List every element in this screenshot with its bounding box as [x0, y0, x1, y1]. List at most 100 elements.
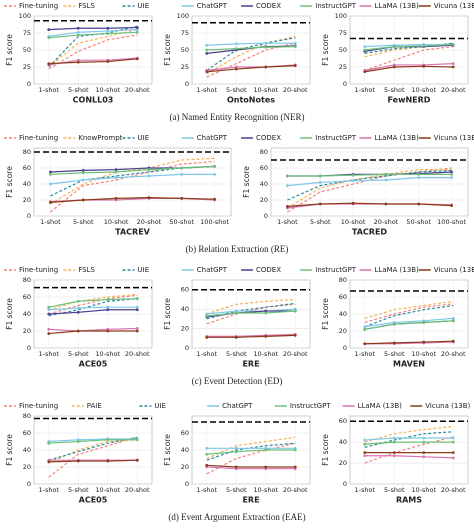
- y-tick-label: 60: [23, 293, 31, 301]
- series-line: [206, 464, 296, 468]
- point: [76, 33, 80, 37]
- point: [392, 436, 396, 440]
- point: [351, 201, 355, 205]
- y-axis-label: F1 score: [163, 34, 172, 66]
- point: [234, 446, 238, 450]
- point: [451, 339, 455, 343]
- point: [422, 455, 426, 459]
- point: [205, 43, 209, 47]
- series-line: [206, 35, 296, 75]
- y-tick-label: 20: [339, 459, 347, 467]
- point: [47, 305, 51, 309]
- legend-label: FSLS: [78, 2, 95, 10]
- legend-label: Fine-tuning: [19, 2, 58, 10]
- point: [451, 62, 455, 65]
- x-tick-label: 10-shot: [411, 350, 436, 358]
- y-tick-label: 20: [23, 196, 31, 204]
- point: [81, 178, 85, 182]
- point: [114, 168, 118, 172]
- y-tick-label: 0: [343, 80, 347, 88]
- x-tick-label: 1-shot: [354, 350, 375, 358]
- point: [49, 170, 52, 174]
- panel-title: ACE05: [79, 496, 108, 505]
- y-tick-label: 40: [23, 180, 31, 188]
- series-line: [287, 202, 452, 207]
- x-tick-label: 5-shot: [68, 486, 89, 494]
- caption: (d) Event Argument Extraction (EAE): [168, 512, 305, 522]
- point: [384, 178, 388, 182]
- point: [264, 41, 268, 45]
- point: [106, 29, 110, 33]
- panel-title: OntoNotes: [227, 96, 275, 105]
- point: [180, 173, 184, 176]
- legend-label: UIE: [138, 266, 150, 274]
- series-line: [48, 309, 138, 315]
- legend-label: Fine-tuning: [19, 266, 58, 274]
- x-tick-label: 1-shot: [196, 86, 217, 94]
- point: [49, 201, 52, 204]
- x-tick-label: 5-shot: [68, 86, 89, 94]
- series-line: [206, 308, 296, 315]
- series-line: [48, 459, 138, 463]
- point: [234, 309, 238, 313]
- point: [180, 166, 184, 170]
- series-line: [364, 63, 454, 71]
- series-line: [364, 304, 454, 328]
- point: [47, 327, 51, 331]
- point: [422, 321, 426, 324]
- y-tick-label: 20: [181, 463, 189, 471]
- point: [392, 451, 396, 455]
- y-tick-label: 0: [343, 344, 347, 352]
- series-line: [50, 157, 215, 205]
- point: [286, 174, 289, 178]
- point: [293, 333, 297, 337]
- x-tick-label: 50-shot: [406, 218, 431, 226]
- point: [351, 179, 355, 183]
- x-tick-label: 20-shot: [137, 218, 162, 226]
- point: [114, 197, 118, 200]
- point: [76, 26, 80, 30]
- point: [392, 341, 396, 345]
- legend-label: ChatGPT: [197, 2, 228, 10]
- y-axis-label: F1 score: [5, 298, 14, 330]
- series-line: [48, 31, 138, 39]
- legend-label: KnowPrompt: [78, 134, 122, 142]
- x-tick-label: 20-shot: [374, 218, 399, 226]
- x-tick-label: 100-shot: [200, 218, 229, 226]
- y-tick-label: 0: [185, 480, 189, 488]
- y-tick-label: 20: [339, 327, 347, 335]
- y-axis-label: F1 score: [321, 34, 330, 66]
- series-line: [48, 438, 138, 443]
- point: [106, 32, 110, 36]
- series-line: [364, 317, 454, 328]
- x-tick-label: 10-shot: [95, 86, 120, 94]
- y-axis-label: F1 score: [5, 434, 14, 466]
- point: [264, 334, 268, 338]
- series-line: [364, 43, 454, 51]
- point: [450, 170, 453, 174]
- legend-label: LLaMA (13B): [375, 2, 420, 10]
- y-tick-label: 0: [185, 344, 189, 352]
- x-tick-label: 1-shot: [38, 350, 59, 358]
- legend-label: LLaMA (13B): [358, 402, 403, 410]
- y-tick-label: 50: [23, 46, 31, 54]
- y-tick-label: 40: [23, 446, 31, 454]
- y-axis-label: F1 score: [5, 166, 14, 198]
- series-line: [364, 455, 454, 459]
- x-tick-label: 20-shot: [125, 86, 150, 94]
- point: [422, 340, 426, 344]
- caption: (a) Named Entity Recognition (NER): [170, 112, 305, 122]
- point: [76, 310, 80, 314]
- point: [422, 440, 426, 444]
- point: [234, 42, 238, 46]
- series-line: [287, 169, 452, 209]
- series-line: [206, 42, 296, 46]
- point: [451, 316, 455, 320]
- y-tick-label: 60: [181, 429, 189, 437]
- series-line: [206, 46, 296, 51]
- point: [451, 451, 455, 455]
- point: [451, 65, 455, 69]
- x-tick-label: 10-shot: [411, 486, 436, 494]
- point: [264, 65, 268, 69]
